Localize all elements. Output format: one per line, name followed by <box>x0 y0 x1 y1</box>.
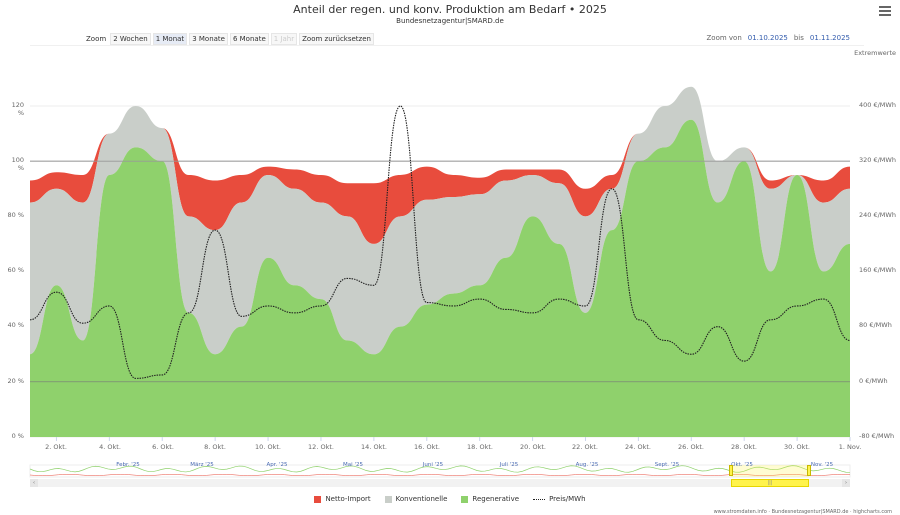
navigator-month-label: Aug. '25 <box>575 462 599 468</box>
navigator-month-label: Sept. '25 <box>654 462 680 468</box>
zoom-label: Zoom <box>86 35 107 43</box>
navigator-month-label: Mai '25 <box>343 462 363 468</box>
legend-label: Konventionelle <box>395 495 448 503</box>
regenerative-area <box>30 119 850 438</box>
konventionelle-area <box>30 86 850 355</box>
x-tick: 26. Okt. <box>678 443 704 451</box>
zoom-2-weeks-button[interactable]: 2 Wochen <box>110 33 151 45</box>
y-tick-left: 0 % <box>11 432 24 440</box>
legend-label: Regenerative <box>472 495 520 503</box>
x-tick: 28. Okt. <box>731 443 757 451</box>
chart-title: Anteil der regen. und konv. Produktion a… <box>293 3 607 16</box>
konventionelle-swatch-icon <box>384 495 392 503</box>
y-tick-right: 160 €/MWh <box>859 266 896 274</box>
netto-import-swatch-icon <box>314 495 322 503</box>
legend-item-konventionelle[interactable]: Konventionelle <box>384 495 448 503</box>
x-tick: 12. Okt. <box>308 443 334 451</box>
scrollbar-grip: ||| <box>767 480 773 486</box>
y-tick-left: 60 % <box>7 266 24 274</box>
navigator-month-label: Juli '25 <box>499 462 519 468</box>
x-tick: 4. Okt. <box>99 443 121 451</box>
zoom-3-months-button[interactable]: 3 Monate <box>189 33 228 45</box>
range-from-label: Zoom von <box>706 34 742 42</box>
x-tick: 18. Okt. <box>467 443 493 451</box>
navigator-handle-left[interactable] <box>729 465 733 476</box>
navigator-month-label: Apr. '25 <box>266 462 288 468</box>
x-tick: 24. Okt. <box>625 443 651 451</box>
zoom-1-month-button[interactable]: 1 Monat <box>152 33 188 45</box>
y-tick-right: 240 €/MWh <box>859 211 896 219</box>
navigator-month-label: Nov. '25 <box>810 462 834 468</box>
navigator-scroll-right-button[interactable]: › <box>842 479 850 487</box>
credits-link[interactable]: www.stromdaten.info · Bundesnetzagentur|… <box>713 509 892 515</box>
y-tick-left: 120 % <box>11 101 24 117</box>
x-tick: 8. Okt. <box>204 443 226 451</box>
navigator-scrollbar-thumb[interactable]: ||| <box>731 479 809 487</box>
date-range: Zoom von 01.10.2025 bis 01.11.2025 <box>706 34 850 42</box>
extremes-label: Extremwerte <box>854 49 896 57</box>
regenerative-swatch-icon <box>461 495 469 503</box>
x-tick: 22. Okt. <box>572 443 598 451</box>
y-tick-right: 400 €/MWh <box>859 101 896 109</box>
y-tick-left: 40 % <box>7 321 24 329</box>
y-tick-right: 0 €/MWh <box>859 377 888 385</box>
y-tick-left: 20 % <box>7 377 24 385</box>
navigator-scroll-left-button[interactable]: ‹ <box>30 479 38 487</box>
zoom-6-months-button[interactable]: 6 Monate <box>229 33 269 45</box>
zoom-reset-button[interactable]: Zoom zurücksetzen <box>299 33 374 45</box>
divider <box>30 45 864 46</box>
x-tick: 14. Okt. <box>361 443 387 451</box>
legend-item-netto-import[interactable]: Netto-Import <box>314 495 371 503</box>
legend-item-preis[interactable]: Preis/MWh <box>533 495 586 503</box>
x-tick: 6. Okt. <box>152 443 174 451</box>
navigator-month-label: März '25 <box>190 462 214 468</box>
x-tick: 20. Okt. <box>520 443 546 451</box>
x-tick: 1. Nov. <box>838 443 862 451</box>
netto-import-area <box>30 86 850 244</box>
zoom-controls: Zoom 2 Wochen 1 Monat 3 Monate 6 Monate … <box>86 33 374 45</box>
y-tick-right: 320 €/MWh <box>859 156 896 164</box>
price-line <box>29 105 851 379</box>
navigator-month-label: Febr. '25 <box>116 462 140 468</box>
y-tick-right: 80 €/MWh <box>859 321 892 329</box>
zoom-1-year-button[interactable]: 1 Jahr <box>270 33 298 45</box>
legend-item-regenerative[interactable]: Regenerative <box>461 495 519 503</box>
chart-subtitle: Bundesnetzagentur|SMARD.de <box>396 17 504 25</box>
dotted-line-icon <box>533 498 546 500</box>
legend-label: Netto-Import <box>325 495 371 503</box>
legend-label: Preis/MWh <box>549 495 586 503</box>
x-tick: 30. Okt. <box>784 443 810 451</box>
range-from-input[interactable]: 01.10.2025 <box>747 34 788 42</box>
y-tick-left: 80 % <box>7 211 24 219</box>
legend: Netto-Import Konventionelle Regenerative… <box>0 495 900 503</box>
y-tick-right: -80 €/MWh <box>859 432 895 440</box>
range-to-input[interactable]: 01.11.2025 <box>809 34 850 42</box>
navigator-handle-right[interactable] <box>807 465 811 476</box>
navigator-month-label: Okt. '25 <box>731 462 753 468</box>
hamburger-menu-icon[interactable] <box>879 6 891 16</box>
x-tick: 16. Okt. <box>414 443 440 451</box>
navigator-month-label: Juni '25 <box>422 462 444 468</box>
y-tick-left: 100 % <box>11 156 24 172</box>
x-tick: 2. Okt. <box>45 443 67 451</box>
x-tick: 10. Okt. <box>255 443 281 451</box>
range-to-label: bis <box>793 34 804 42</box>
